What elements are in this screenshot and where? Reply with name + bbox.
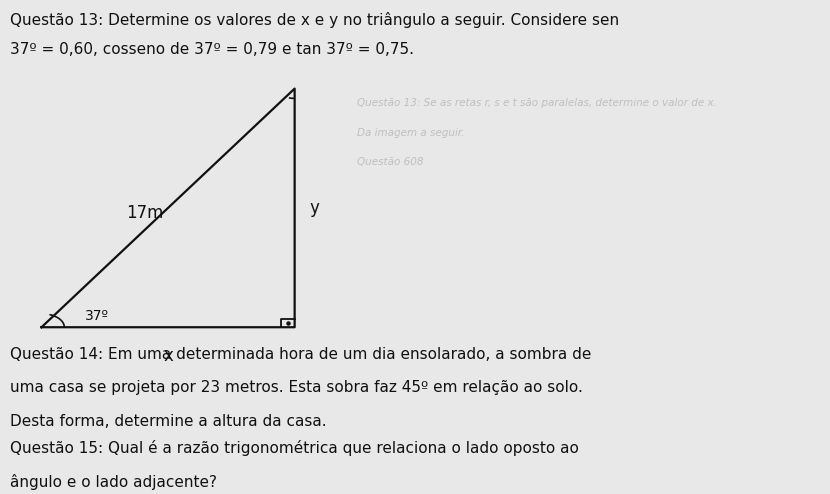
Text: Questão 15: Qual é a razão trigonométrica que relaciona o lado oposto ao: Questão 15: Qual é a razão trigonométric… — [10, 441, 579, 456]
Text: y: y — [310, 199, 320, 217]
Text: x: x — [164, 347, 173, 365]
Text: Da imagem a seguir.: Da imagem a seguir. — [357, 128, 464, 138]
Text: uma casa se projeta por 23 metros. Esta sobra faz 45º em relação ao solo.: uma casa se projeta por 23 metros. Esta … — [10, 380, 583, 395]
Text: Questão 13: Se as retas r, s e t são paralelas, determine o valor de x.: Questão 13: Se as retas r, s e t são par… — [357, 98, 717, 108]
Text: ângulo e o lado adjacente?: ângulo e o lado adjacente? — [10, 474, 217, 490]
Text: 37º = 0,60, cosseno de 37º = 0,79 e tan 37º = 0,75.: 37º = 0,60, cosseno de 37º = 0,79 e tan … — [10, 42, 414, 57]
Text: Questão 608: Questão 608 — [357, 158, 423, 167]
Text: Questão 14: Em uma determinada hora de um dia ensolarado, a sombra de: Questão 14: Em uma determinada hora de u… — [10, 347, 591, 362]
Text: 37º: 37º — [85, 309, 109, 324]
Text: 17m: 17m — [126, 204, 164, 222]
Text: Desta forma, determine a altura da casa.: Desta forma, determine a altura da casa. — [10, 414, 326, 429]
Text: Questão 13: Determine os valores de x e y no triângulo a seguir. Considere sen: Questão 13: Determine os valores de x e … — [10, 12, 619, 28]
